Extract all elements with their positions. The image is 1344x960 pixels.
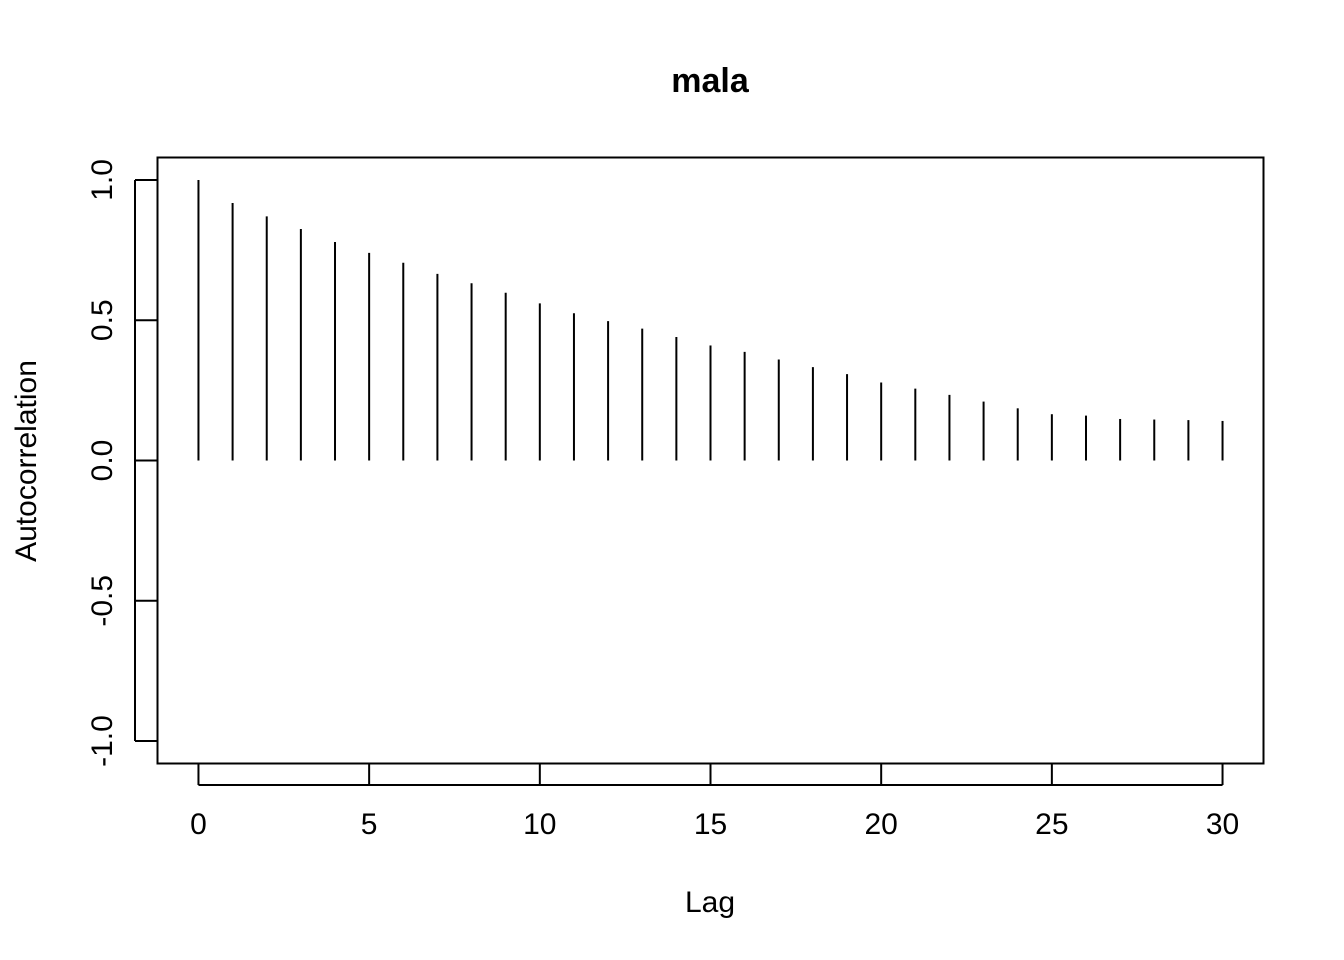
y-axis: -1.0 -0.5 0.0 0.5 1.0	[86, 159, 157, 767]
y-tick-label-1: -0.5	[86, 575, 119, 627]
y-axis-label: Autocorrelation	[10, 360, 43, 562]
x-tick-label-0: 0	[190, 808, 207, 841]
x-tick-label-5: 5	[361, 808, 378, 841]
x-axis-label: Lag	[685, 886, 735, 919]
x-tick-label-30: 30	[1206, 808, 1239, 841]
x-tick-label-25: 25	[1035, 808, 1068, 841]
x-tick-label-10: 10	[523, 808, 556, 841]
acf-bars	[197, 179, 1224, 461]
y-tick-label-3: 0.5	[86, 299, 119, 341]
y-tick-label-2: 0.0	[86, 440, 119, 482]
x-tick-label-15: 15	[694, 808, 727, 841]
chart-title: mala	[671, 62, 750, 100]
x-axis: 0 5 10 15 20 25 30	[190, 763, 1239, 841]
x-tick-label-20: 20	[864, 808, 897, 841]
y-tick-label-0: -1.0	[86, 715, 119, 767]
y-tick-label-4: 1.0	[86, 159, 119, 201]
